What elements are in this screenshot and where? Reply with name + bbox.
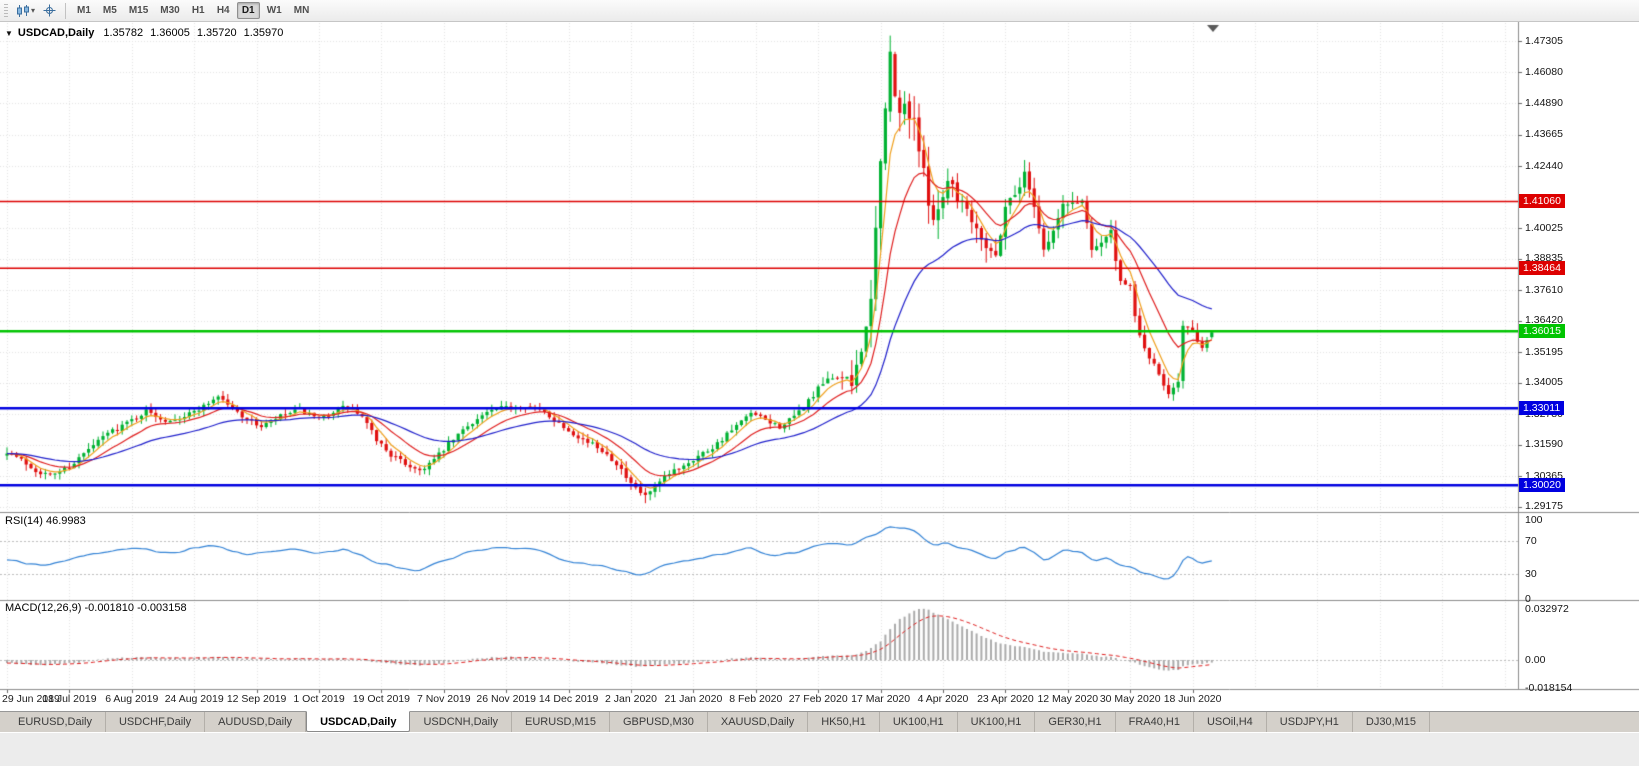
chart-tab-usoil-h4[interactable]: USOil,H4: [1194, 712, 1267, 732]
macd-indicator-value-signal: -0.003158: [137, 602, 187, 614]
chart-tab-hk50-h1[interactable]: HK50,H1: [808, 712, 880, 732]
candlestick-chart-icon: [17, 4, 29, 17]
toolbar-separator: [65, 2, 67, 19]
date-tick-label: 14 Dec 2019: [538, 693, 599, 705]
date-tick-label: 21 Jan 2020: [664, 693, 723, 705]
timeframe-button-m5[interactable]: M5: [102, 5, 117, 16]
date-tick-label: 6 Aug 2019: [105, 693, 159, 705]
price-tick-label: 1.43665: [1525, 128, 1563, 141]
price-tick-label: 1.38835: [1525, 252, 1563, 265]
chart-title: ▼ USDCAD,Daily 1.35782 1.36005 1.35720 1…: [5, 27, 290, 39]
rsi-level-label: 0: [1525, 593, 1531, 605]
price-tick-label: 1.40025: [1525, 221, 1563, 234]
macd-axis-label: 0.032972: [1525, 602, 1569, 615]
chart-tab-eurusd-m15[interactable]: EURUSD,M15: [512, 712, 610, 732]
timeframe-button-m1[interactable]: M1: [77, 5, 91, 16]
chart-tab-usdchf-daily[interactable]: USDCHF,Daily: [106, 712, 206, 732]
price-line-badge: 1.38464: [1519, 261, 1565, 276]
chart-tab-usdcnh-daily[interactable]: USDCNH,Daily: [410, 712, 513, 732]
date-tick-label: 29 Jun 2019: [2, 693, 60, 705]
date-tick-label: 8 Feb 2020: [729, 693, 783, 705]
chart-tab-audusd-daily[interactable]: AUDUSD,Daily: [205, 712, 307, 732]
price-tick-label: 1.46080: [1525, 65, 1563, 78]
crosshair-icon[interactable]: [39, 2, 60, 20]
timeframe-button-d1[interactable]: D1: [236, 2, 260, 19]
price-tick-label: 1.35195: [1525, 345, 1563, 358]
status-bar: [0, 732, 1639, 766]
date-tick-label: 27 Feb 2020: [788, 693, 848, 705]
rsi-label: RSI(14) 46.9983: [5, 515, 86, 527]
chart-symbol-label: USDCAD,Daily: [17, 27, 95, 39]
date-tick-label: 7 Nov 2019: [416, 693, 471, 705]
date-tick-label: 23 Apr 2020: [977, 693, 1034, 705]
chart-expand-icon[interactable]: ▼: [5, 28, 13, 38]
chart-canvas[interactable]: [0, 22, 1639, 711]
price-line-badge: 1.36015: [1519, 324, 1565, 339]
ohlc-low: 1.35720: [196, 27, 237, 39]
price-tick-label: 1.42440: [1525, 159, 1563, 172]
price-tick-label: 1.34005: [1525, 376, 1563, 389]
timeframe-button-h1[interactable]: H1: [191, 5, 205, 16]
price-tick-label: 1.29175: [1525, 500, 1563, 513]
date-tick-label: 18 Jun 2020: [1163, 693, 1222, 705]
macd-indicator-name: MACD(12,26,9): [5, 602, 82, 614]
macd-indicator-value-main: -0.001810: [84, 602, 135, 614]
date-tick-label: 2 Jan 2020: [605, 693, 657, 705]
crosshair-glyph: [43, 4, 56, 17]
chart-tab-usdcad-daily[interactable]: USDCAD,Daily: [306, 711, 411, 732]
timeframe-buttons: M1 M5 M15 M30 H1 H4 D1 W1 MN: [71, 2, 315, 19]
timeframe-button-mn[interactable]: MN: [293, 5, 310, 16]
chart-window: ▼ USDCAD,Daily 1.35782 1.36005 1.35720 1…: [0, 22, 1639, 711]
date-tick-label: 17 Mar 2020: [851, 693, 911, 705]
price-axis[interactable]: 1.47305 1.46080 1.44890 1.43665 1.42440 1.400…: [1518, 22, 1639, 694]
timeframe-button-w1[interactable]: W1: [266, 5, 282, 16]
chart-tab-dj30-m15[interactable]: DJ30,M15: [1353, 712, 1431, 732]
date-tick-label: 12 May 2020: [1037, 693, 1099, 705]
ohlc-high: 1.36005: [150, 27, 190, 39]
chart-tabs-bar: EURUSD,Daily USDCHF,Daily AUDUSD,Daily USDC…: [0, 711, 1639, 732]
macd-axis-label: 0.00: [1525, 654, 1546, 666]
rsi-level-label: 70: [1525, 534, 1537, 547]
price-tick-label: 1.36420: [1525, 314, 1563, 327]
chart-tab-usdjpy-h1[interactable]: USDJPY,H1: [1267, 712, 1353, 732]
date-tick-label: 4 Apr 2020: [917, 693, 969, 705]
chart-tab-fra40-h1[interactable]: FRA40,H1: [1116, 712, 1194, 732]
chart-tab-eurusd-daily[interactable]: EURUSD,Daily: [5, 712, 106, 732]
chart-tab-uk100-h1[interactable]: UK100,H1: [958, 712, 1036, 732]
price-line-badge: 1.30020: [1519, 478, 1565, 493]
date-tick-label: 24 Aug 2019: [164, 693, 224, 705]
timeframe-button-m30[interactable]: M30: [160, 5, 180, 16]
date-tick-label: 19 Oct 2019: [352, 693, 410, 705]
rsi-level-label: 100: [1525, 514, 1543, 526]
ohlc-close: 1.35970: [243, 27, 284, 39]
chart-tab-uk100-h1[interactable]: UK100,H1: [880, 712, 958, 732]
timeframe-button-h4[interactable]: H4: [216, 5, 230, 16]
date-tick-label: 26 Nov 2019: [476, 693, 536, 705]
date-tick-label: 12 Sep 2019: [226, 693, 287, 705]
price-line-badge: 1.41060: [1519, 194, 1565, 209]
chart-tab-gbpusd-m30[interactable]: GBPUSD,M30: [610, 712, 708, 732]
date-tick-label: 18 Jul 2019: [42, 693, 97, 705]
date-tick-label: 1 Oct 2019: [293, 693, 345, 705]
price-line-badge: 1.33011: [1519, 401, 1565, 416]
toolbar: ▾ M1 M5 M15 M30 H1 H4 D1 W1 MN: [0, 0, 1639, 22]
price-tick-label: 1.47305: [1525, 34, 1563, 47]
rsi-indicator-value: 46.9983: [45, 515, 86, 527]
rsi-level-label: 30: [1525, 568, 1537, 581]
macd-label: MACD(12,26,9) -0.001810 -0.003158: [5, 602, 187, 614]
rsi-indicator-name: RSI(14): [5, 515, 43, 527]
price-tick-label: 1.44890: [1525, 96, 1563, 109]
toolbar-grip[interactable]: [4, 3, 8, 18]
chart-tab-ger30-h1[interactable]: GER30,H1: [1035, 712, 1116, 732]
macd-axis-label: -0.018154: [1525, 682, 1573, 695]
date-tick-label: 30 May 2020: [1099, 693, 1161, 705]
ohlc-open: 1.35782: [103, 27, 144, 39]
chart-type-icon[interactable]: ▾: [12, 2, 39, 20]
dropdown-caret-icon: ▾: [31, 5, 36, 15]
timeframe-button-m15[interactable]: M15: [128, 5, 149, 16]
price-tick-label: 1.37610: [1525, 283, 1563, 296]
price-tick-label: 1.31590: [1525, 438, 1563, 451]
date-axis[interactable]: 29 Jun 2019 18 Jul 2019 6 Aug 2019 24 Aug 2…: [0, 689, 1518, 711]
chart-tab-xauusd-daily[interactable]: XAUUSD,Daily: [708, 712, 809, 732]
